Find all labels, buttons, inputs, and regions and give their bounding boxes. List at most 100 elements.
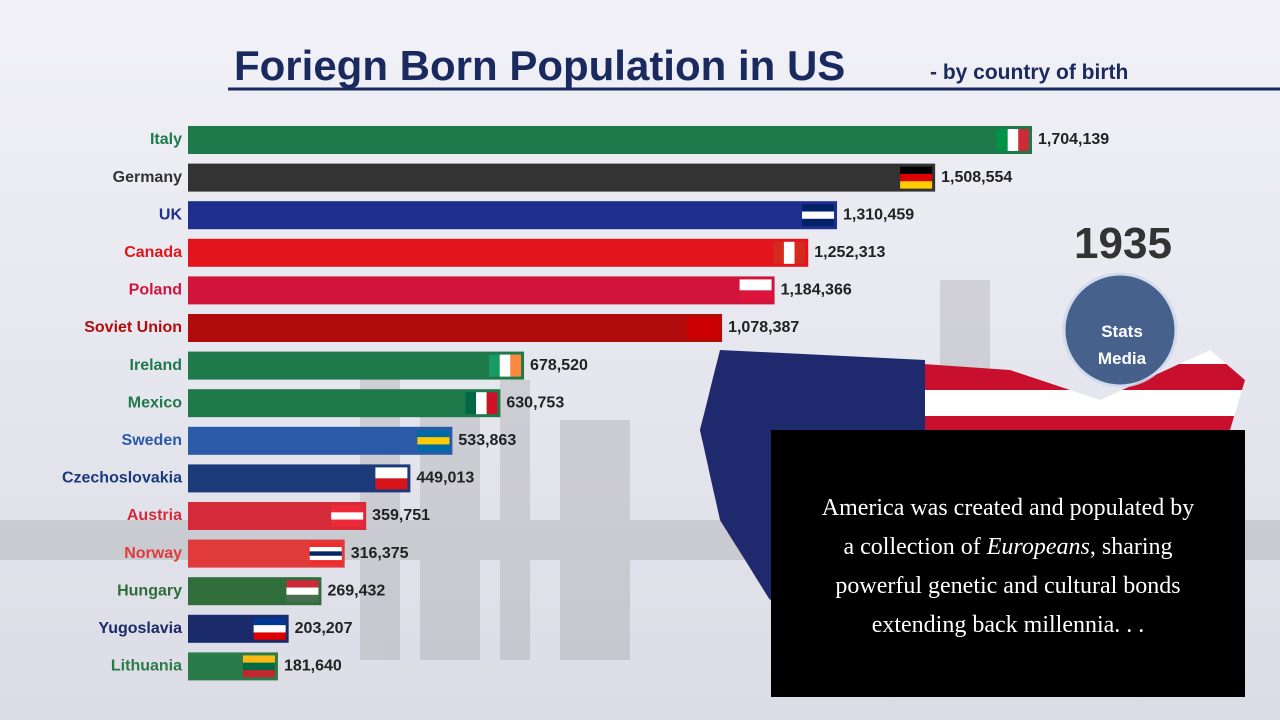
category-label: Poland bbox=[129, 282, 182, 299]
flag bbox=[309, 560, 342, 565]
value-label: 678,520 bbox=[530, 357, 588, 374]
caption-line: powerful genetic and cultural bonds bbox=[835, 573, 1180, 599]
flag bbox=[489, 354, 500, 377]
bar bbox=[188, 276, 775, 305]
flag bbox=[417, 429, 450, 438]
category-label: Soviet Union bbox=[84, 319, 182, 336]
value-label: 181,640 bbox=[284, 658, 342, 675]
category-label: Canada bbox=[124, 244, 182, 261]
logo-text: Stats bbox=[1101, 322, 1143, 341]
flag bbox=[309, 542, 342, 547]
value-label: 1,078,387 bbox=[728, 319, 799, 336]
bar bbox=[188, 201, 838, 230]
flag bbox=[331, 512, 364, 520]
category-label: Hungary bbox=[117, 582, 182, 599]
value-label: 449,013 bbox=[416, 470, 474, 487]
category-label: Czechoslovakia bbox=[62, 470, 182, 487]
flag bbox=[802, 211, 835, 219]
logo-badge bbox=[1062, 272, 1178, 388]
value-label: 1,252,313 bbox=[814, 244, 885, 261]
flag bbox=[242, 670, 275, 678]
flag bbox=[794, 241, 806, 264]
flag bbox=[486, 392, 498, 415]
value-label: 533,863 bbox=[458, 432, 516, 449]
bar bbox=[188, 351, 525, 380]
flag bbox=[687, 317, 720, 328]
flag bbox=[900, 166, 933, 174]
flag bbox=[242, 655, 275, 663]
caption-text: , sharing bbox=[1090, 534, 1173, 560]
flag bbox=[900, 181, 933, 189]
year: 1935 bbox=[1074, 219, 1172, 268]
title: Foriegn Born Population in US bbox=[234, 42, 845, 89]
flag bbox=[286, 587, 319, 595]
value-label: 1,184,366 bbox=[781, 282, 852, 299]
flag bbox=[309, 551, 342, 556]
flag bbox=[773, 241, 784, 264]
bar bbox=[188, 126, 1032, 154]
flag bbox=[253, 617, 286, 626]
flag bbox=[739, 279, 772, 291]
bar bbox=[188, 314, 723, 342]
value-label: 1,704,139 bbox=[1038, 131, 1109, 148]
flag bbox=[476, 392, 487, 415]
flag bbox=[465, 392, 477, 415]
flag bbox=[1007, 129, 1019, 151]
category-label: Sweden bbox=[122, 432, 182, 449]
caption-emphasis: Europeans bbox=[986, 534, 1090, 560]
category-label: Ireland bbox=[130, 357, 182, 374]
flag bbox=[687, 328, 720, 339]
flag bbox=[417, 437, 450, 445]
value-label: 203,207 bbox=[295, 620, 353, 637]
subtitle: - by country of birth bbox=[930, 61, 1128, 84]
value-label: 359,751 bbox=[372, 507, 430, 524]
flag bbox=[1018, 129, 1029, 151]
category-label: Lithuania bbox=[111, 658, 182, 675]
caption-box bbox=[771, 430, 1245, 697]
value-label: 269,432 bbox=[327, 582, 385, 599]
flag bbox=[417, 444, 450, 452]
flag bbox=[253, 625, 286, 633]
category-label: Germany bbox=[113, 169, 182, 186]
value-label: 1,508,554 bbox=[941, 169, 1012, 186]
caption-line: extending back millennia. . . bbox=[872, 612, 1145, 638]
logo-text: Media bbox=[1098, 349, 1147, 368]
flag bbox=[331, 519, 364, 527]
flag bbox=[253, 632, 286, 640]
flag bbox=[802, 204, 835, 212]
flag bbox=[331, 505, 364, 513]
flag bbox=[375, 478, 408, 490]
bar bbox=[188, 238, 809, 267]
category-label: Italy bbox=[150, 131, 182, 148]
bars: Italy 1,704,139 Germany 1,508,554 UK 1,310,45… bbox=[62, 126, 1109, 681]
flag bbox=[997, 129, 1008, 151]
bar bbox=[188, 389, 501, 418]
value-label: 630,753 bbox=[506, 394, 564, 411]
flag bbox=[900, 173, 933, 182]
flag bbox=[783, 241, 795, 264]
bar bbox=[188, 163, 936, 192]
flag bbox=[510, 354, 522, 377]
flag bbox=[499, 354, 511, 377]
category-label: Yugoslavia bbox=[98, 620, 182, 637]
value-label: 1,310,459 bbox=[843, 206, 914, 223]
flag bbox=[309, 555, 342, 561]
caption-text: a collection of bbox=[843, 534, 986, 560]
flag bbox=[802, 218, 835, 227]
category-label: Norway bbox=[124, 545, 182, 562]
bar bbox=[188, 464, 411, 493]
caption-line: a collection of Europeans, sharing bbox=[843, 534, 1172, 560]
flag bbox=[286, 580, 319, 588]
flag bbox=[242, 662, 275, 671]
flag bbox=[286, 594, 319, 603]
bar bbox=[188, 426, 453, 455]
flag bbox=[739, 290, 772, 302]
flag bbox=[375, 467, 408, 479]
caption-line: America was created and populated by bbox=[822, 495, 1195, 521]
category-label: UK bbox=[159, 206, 183, 223]
flag bbox=[309, 547, 342, 552]
category-label: Austria bbox=[127, 507, 182, 524]
value-label: 316,375 bbox=[351, 545, 409, 562]
